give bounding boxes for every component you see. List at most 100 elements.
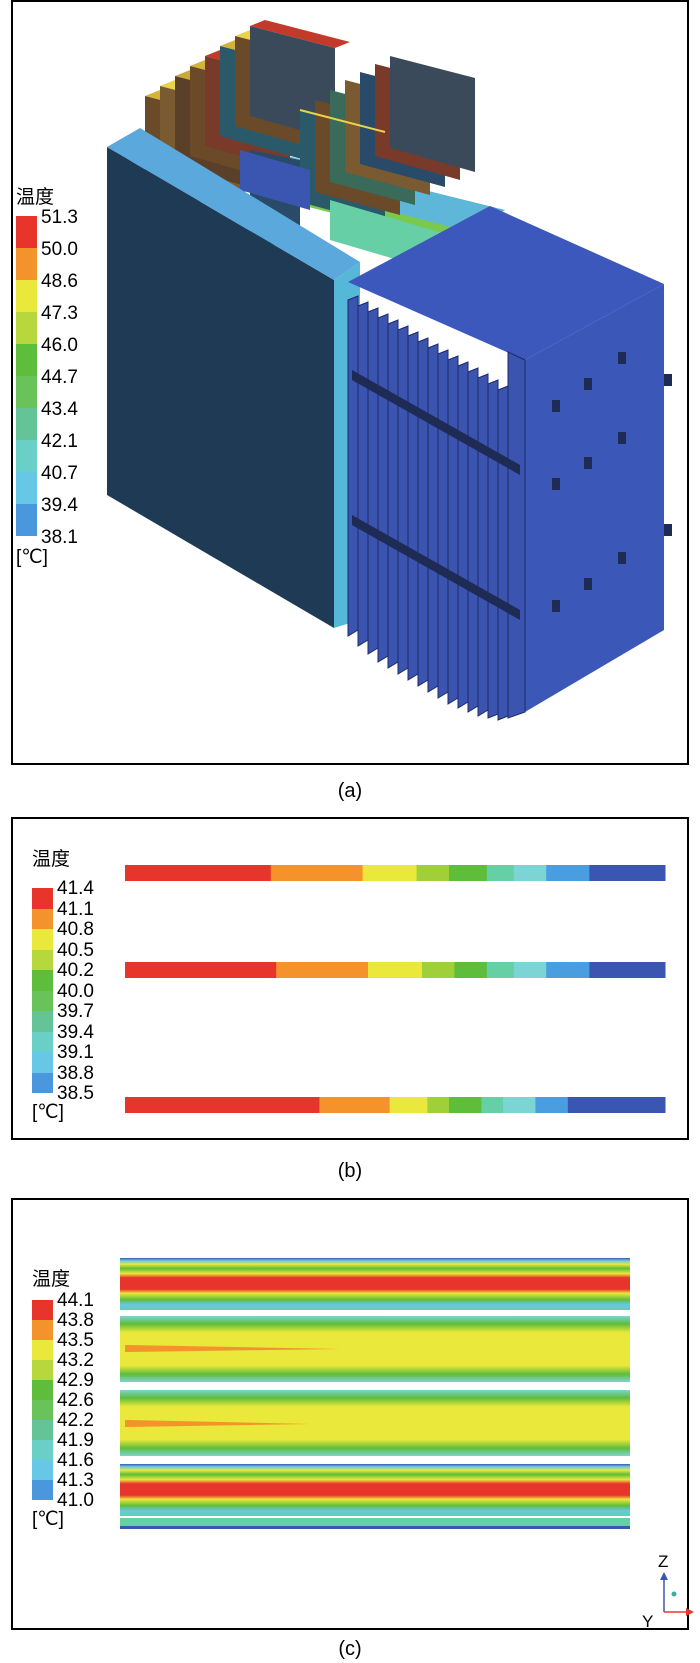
legend-swatch (32, 908, 53, 929)
axis-label-z: Z (658, 1552, 669, 1571)
panel-a-legend: 温度 51.3 50.0 48.6 47.3 46.0 44.7 43.4 42.1 40.7 3… (16, 187, 78, 567)
legend-tick-label: 43.5 (57, 1330, 94, 1351)
legend-swatch (32, 1420, 53, 1440)
bar-segment (270, 865, 364, 881)
cell-band-1 (120, 1258, 630, 1310)
legend-swatch (32, 1300, 53, 1320)
panel-c-legend: 温度 44.1 43.8 43.5 43.2 42.9 42.6 42.2 41.9 41.6 4… (32, 1269, 94, 1570)
legend-tick-label: 42.9 (57, 1370, 94, 1391)
legend-swatch (32, 970, 53, 991)
legend-swatch (32, 1460, 53, 1480)
bar-segment (535, 1097, 569, 1113)
legend-swatch (16, 376, 37, 408)
legend-swatch (32, 1320, 53, 1340)
legend-swatch (16, 248, 37, 280)
legend-swatch (16, 216, 37, 248)
legend-swatch (32, 1380, 53, 1400)
legend-tick-label: 39.7 (57, 1001, 94, 1022)
legend-tick-label: 39.1 (57, 1042, 94, 1063)
legend-tick-label: 39.4 (41, 495, 78, 516)
bar-segment (422, 962, 455, 978)
legend-tick-label: 41.9 (57, 1430, 94, 1451)
bar-segment (481, 1097, 504, 1113)
legend-tick-label: 43.8 (57, 1310, 94, 1331)
heat-sink-fins (347, 295, 526, 721)
legend-unit: [℃] (32, 1102, 64, 1123)
bar-segment (567, 1097, 666, 1113)
legend-tick-label: 51.3 (41, 207, 78, 228)
legend-tick-label: 41.0 (57, 1490, 94, 1511)
axis-triad (660, 1572, 694, 1616)
legend-tick-label: 41.3 (57, 1470, 94, 1491)
legend-swatch (16, 312, 37, 344)
battery-module-3d-view (107, 20, 672, 721)
legend-swatch (32, 949, 53, 970)
bar-segment (125, 962, 277, 978)
bar-segment (276, 962, 369, 978)
cell-band-4 (120, 1464, 630, 1516)
legend-tick-label: 50.0 (41, 239, 78, 260)
legend-tick-label: 40.0 (57, 980, 94, 1002)
axis-label-y: Y (642, 1612, 654, 1631)
legend-tick-label: 38.5 (57, 1083, 94, 1104)
legend-swatch (32, 1031, 53, 1052)
legend-tick-label: 43.4 (41, 399, 78, 420)
legend-tick-label: 39.4 (57, 1021, 94, 1043)
legend-tick-label: 42.1 (41, 431, 78, 452)
bar-segment (449, 1097, 482, 1113)
bar-segment (454, 962, 488, 978)
heat-sink-top (348, 206, 664, 360)
legend-tick-label: 47.3 (41, 303, 78, 324)
bar-segment (416, 865, 450, 881)
legend-tick-label: 48.6 (41, 271, 78, 292)
legend-tick-label: 44.7 (41, 367, 78, 388)
legend-tick-label: 40.7 (41, 463, 78, 484)
bar-segment (589, 962, 666, 978)
bar-segment (546, 865, 590, 881)
legend-swatch (32, 888, 53, 909)
legend-title: 温度 (32, 1269, 71, 1290)
legend-title: 温度 (32, 849, 71, 870)
legend-swatch (32, 1440, 53, 1460)
legend-tick-label: 40.2 (57, 960, 94, 981)
heat-sink-mounting-holes (552, 352, 672, 612)
bar-segment (503, 1097, 536, 1113)
panel-b-caption: (b) (337, 1160, 363, 1182)
panel-c-caption: (c) (338, 1638, 362, 1660)
bar-segment (362, 865, 418, 881)
panel-b-legend: 温度 41.4 41.1 40.8 40.5 40.2 40.0 39.7 39.4 39.1 3… (32, 849, 94, 1135)
legend-swatch (32, 1480, 53, 1500)
legend-swatch (16, 280, 37, 312)
legend-tick-label: 40.5 (57, 939, 94, 961)
bar-segment (449, 865, 488, 881)
bar-segment (546, 962, 590, 978)
legend-swatch (32, 1400, 53, 1420)
bar-segment (368, 962, 423, 978)
legend-swatch (32, 1052, 53, 1073)
legend-tick-label: 41.1 (57, 898, 94, 920)
legend-swatch (32, 1011, 53, 1032)
legend-swatch (16, 344, 37, 376)
module-left-side-panel (107, 147, 334, 628)
legend-tick-label: 43.2 (57, 1350, 94, 1371)
bar-segment (319, 1097, 391, 1113)
bar-segment (389, 1097, 428, 1113)
cell-stack-right (299, 56, 475, 225)
legend-swatch (16, 504, 37, 536)
bar-segment (125, 1097, 320, 1113)
legend-swatch (32, 929, 53, 950)
legend-swatch (16, 440, 37, 472)
legend-tick-label: 38.8 (57, 1062, 94, 1084)
legend-unit: [℃] (32, 1509, 64, 1530)
bar-segment (125, 865, 272, 881)
legend-title: 温度 (16, 187, 55, 208)
bar-segment (513, 962, 547, 978)
legend-swatch (32, 1072, 53, 1093)
legend-tick-label: 40.8 (57, 919, 94, 940)
bar-segment (589, 865, 666, 881)
legend-tick-label: 42.6 (57, 1390, 94, 1411)
legend-tick-label: 42.2 (57, 1410, 94, 1431)
legend-swatch (32, 990, 53, 1011)
legend-unit: [℃] (16, 547, 48, 568)
